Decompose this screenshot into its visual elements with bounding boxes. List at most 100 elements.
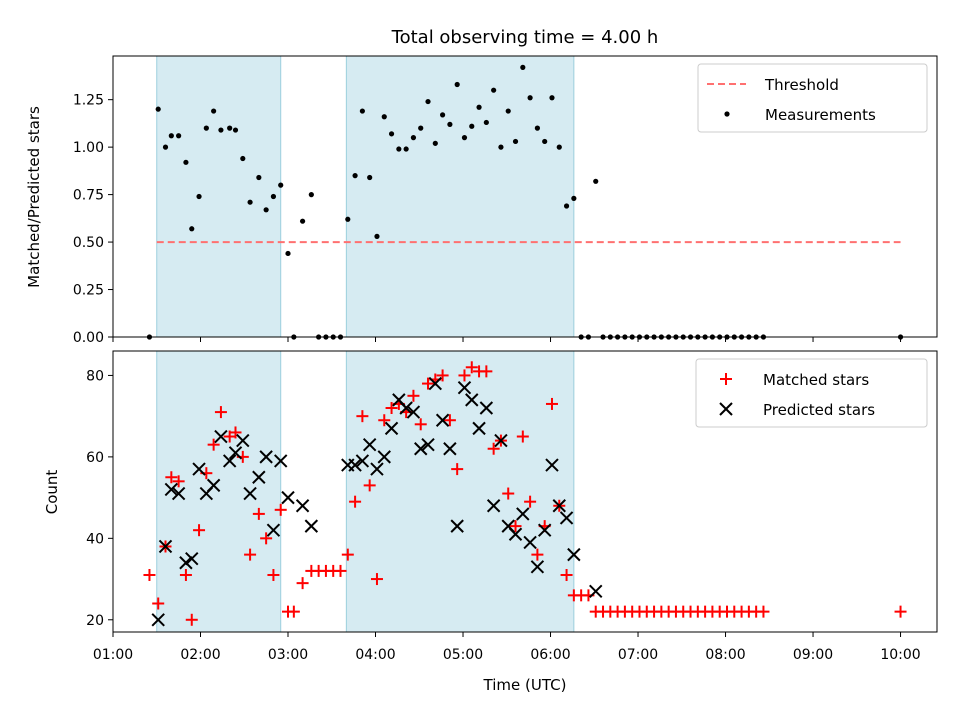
predicted-star-point [192, 462, 206, 476]
matched-star-point [509, 520, 522, 533]
top-y-axis-label: Matched/Predicted stars [25, 106, 43, 288]
matched-star-point [545, 397, 558, 410]
predicted-star-point [304, 519, 319, 533]
measurement-point [367, 174, 373, 181]
measurement-point [308, 192, 314, 198]
matched-star-point [252, 507, 265, 520]
y-tick-label: 20 [86, 613, 104, 629]
measurement-point [454, 81, 460, 88]
predicted-star-point [252, 470, 266, 484]
y-tick-label: 0.75 [73, 188, 104, 204]
predicted-star-point [486, 499, 501, 513]
matched-star-point [165, 471, 178, 484]
top-axes-frame [112, 55, 938, 338]
measurement-point [476, 104, 482, 110]
matched-star-point [894, 605, 907, 618]
predicted-star-point [399, 401, 413, 415]
predicted-star-point [384, 421, 399, 436]
matched-star-point [185, 613, 198, 626]
legend-measurements-swatch [724, 111, 730, 117]
predicted-star-point [428, 376, 443, 391]
measurement-point [563, 203, 570, 209]
bottom-axes-frame [112, 350, 938, 633]
matched-star-point [214, 406, 227, 419]
measurement-point [512, 138, 519, 145]
chart-title: Total observing time = 4.00 h [391, 27, 659, 48]
predicted-star-point [465, 393, 479, 407]
matched-star-point [385, 402, 398, 415]
measurement-point [211, 108, 217, 114]
matched-star-point [152, 597, 165, 610]
measurement-point [345, 216, 351, 222]
measurement-point [240, 155, 246, 162]
y-tick-label: 0.00 [73, 330, 104, 346]
measurement-point [527, 95, 533, 101]
predicted-star-point [494, 433, 508, 448]
predicted-star-point [295, 499, 310, 513]
predicted-star-point [185, 551, 199, 566]
y-tick-label: 80 [86, 368, 104, 384]
measurement-point [410, 135, 417, 141]
measurement-point [203, 125, 209, 131]
measurement-point [403, 146, 409, 152]
predicted-star-point [179, 556, 193, 570]
predicted-star-point [222, 454, 237, 468]
measurement-point [232, 127, 239, 133]
matched-star-point [143, 568, 156, 581]
x-tick-label: 07:00 [618, 647, 658, 663]
matched-star-point [229, 426, 242, 439]
legend-matched-swatch [720, 373, 732, 385]
matched-star-point [451, 463, 464, 476]
measurement-point [498, 144, 504, 150]
x-axis-label: Time (UTC) [483, 676, 567, 694]
matched-star-point [356, 410, 369, 423]
matched-star-point [193, 524, 206, 537]
predicted-star-point [530, 560, 545, 574]
x-tick-label: 09:00 [793, 647, 833, 663]
measurement-point [593, 178, 599, 184]
measurement-point [491, 87, 497, 93]
matched-star-point [179, 568, 192, 581]
predicted-star-point [151, 613, 165, 627]
x-tick-label: 03:00 [268, 647, 308, 663]
x-tick-label: 10:00 [880, 647, 920, 663]
measurement-point [256, 174, 262, 181]
x-tick-label: 05:00 [443, 647, 483, 663]
top-legend-box [697, 63, 928, 133]
predicted-star-point [266, 523, 281, 537]
measurement-point [388, 131, 395, 137]
matched-star-point [274, 503, 287, 516]
matched-star-point [370, 573, 383, 586]
measurement-point [440, 112, 446, 118]
predicted-star-point [545, 458, 559, 472]
x-tick-label: 01:00 [93, 647, 133, 663]
measurement-point [218, 127, 224, 133]
predicted-star-point [516, 507, 530, 521]
predicted-star-point [158, 539, 173, 554]
matched-star-point [407, 389, 420, 402]
bottom-y-axis: 20 40 60 80 [86, 368, 113, 629]
predicted-star-point [589, 584, 603, 598]
bottom-legend-box [695, 358, 928, 428]
measurement-point [542, 138, 548, 145]
measurement-point [556, 144, 562, 150]
y-tick-label: 1.25 [73, 93, 104, 109]
measurement-point [359, 108, 365, 114]
legend-threshold-label: Threshold [764, 76, 839, 94]
matched-star-point [414, 418, 427, 431]
measurement-point [549, 95, 555, 101]
matched-star-point [244, 548, 257, 561]
y-tick-label: 1.00 [73, 140, 104, 156]
x-tick-label: 08:00 [705, 647, 745, 663]
measurement-point [469, 123, 475, 129]
predicted-star-point [552, 499, 566, 513]
measurement-point [425, 98, 431, 105]
measurement-point [447, 121, 453, 127]
measurement-point [505, 108, 511, 114]
measurement-point [299, 218, 306, 224]
bottom-x-axis: 01:00 02:00 03:00 04:00 05:00 06:00 07:00 08:00… [93, 632, 921, 663]
predicted-star-point [450, 519, 464, 533]
top-y-axis: 0.00 0.25 0.50 0.75 1.00 1.25 [73, 93, 113, 346]
measurement-point [432, 140, 438, 146]
